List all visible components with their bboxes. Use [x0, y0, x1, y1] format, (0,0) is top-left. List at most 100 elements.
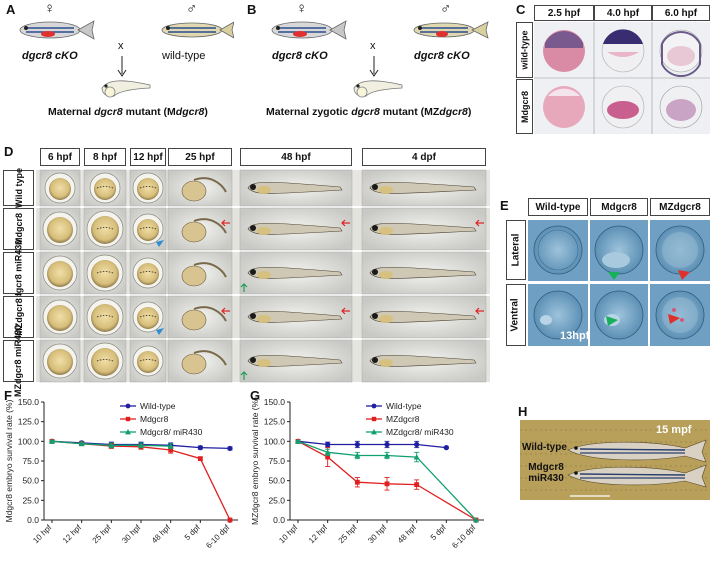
- x-tick-label: 48 hpf: [150, 523, 173, 546]
- embryo-image: [39, 339, 81, 383]
- adult-fish-photo: [520, 420, 710, 500]
- embryo-image: [129, 207, 167, 251]
- legend-marker: [371, 429, 377, 435]
- embryo-image: [659, 85, 703, 129]
- embryo-image: [83, 169, 127, 207]
- x-tick-label: 10 hpf: [277, 523, 300, 546]
- embryo-image: [594, 225, 644, 275]
- panel-letter-h: H: [518, 404, 528, 419]
- panel-letter-f: F: [4, 388, 12, 403]
- data-point: [384, 452, 390, 458]
- x-tick-label: 25 hpf: [91, 523, 114, 546]
- embryo-image: [361, 207, 487, 251]
- y-tick-label: 75.0: [22, 456, 39, 466]
- data-point: [354, 441, 360, 448]
- embryo-image: [167, 251, 233, 295]
- embryo-image: [601, 29, 645, 73]
- legend-marker: [371, 416, 377, 422]
- female-fish-icon: [271, 20, 347, 40]
- y-tick-label: 125.0: [18, 417, 40, 427]
- col-header: 2.5 hpf: [534, 5, 594, 21]
- embryo-image: [543, 30, 585, 72]
- series-line: [297, 440, 447, 449]
- data-point: [414, 441, 420, 448]
- embryo-13hpf-grid: [528, 220, 710, 346]
- legend-label: Wild-type: [386, 401, 422, 411]
- embryo-image: [543, 86, 585, 128]
- embryo-image: [239, 169, 353, 207]
- fish-label-bottom: Mdgcr8 miR430: [528, 462, 564, 484]
- larva-icon: [101, 80, 151, 98]
- row-label: Wild type: [3, 168, 34, 208]
- embryo-image: [167, 295, 233, 339]
- embryo-image: [167, 339, 233, 383]
- data-point: [168, 447, 174, 453]
- embryo-image: [83, 207, 127, 251]
- embryo-image: [361, 169, 487, 207]
- cross-right-label: wild-type: [162, 50, 206, 62]
- embryo-image: [39, 251, 81, 295]
- col-header: Mdgcr8: [590, 198, 648, 216]
- y-tick-label: 0.0: [27, 515, 39, 525]
- cross-right-label: dgcr8 cKO: [414, 50, 470, 62]
- embryo-image: [361, 295, 487, 339]
- legend-label: MZdgcr8: [386, 414, 420, 424]
- embryo-image: [655, 225, 705, 275]
- x-tick-label: 10 hpf: [31, 523, 54, 546]
- row-label: wild-type: [516, 22, 533, 78]
- row-label: MZdgcr8: [3, 296, 34, 338]
- embryo-image: [239, 339, 353, 383]
- red-arrowhead-icon: [678, 270, 690, 280]
- embryo-image: [533, 290, 583, 340]
- legend-label: Mdgcr8: [140, 414, 169, 424]
- data-point: [295, 438, 301, 444]
- embryo-image: [167, 207, 233, 251]
- x-tick-label: 30 hpf: [366, 523, 389, 546]
- embryo-image: [39, 207, 81, 251]
- row-label: Mdgcr8 miR430: [3, 240, 34, 306]
- x-tick-label: 5 dpf: [429, 523, 448, 542]
- embryo-image: [129, 169, 167, 207]
- male-symbol: ♂: [186, 0, 198, 17]
- y-tick-label: 150.0: [18, 397, 40, 407]
- cross-symbol: x: [370, 40, 376, 52]
- embryo-image: [239, 251, 353, 295]
- embryo-image: [129, 295, 167, 339]
- chart-f: 0.0 25.0 50.0 75.0 100.0 125.0 150.0 10 hpf 12 h…: [4, 397, 238, 551]
- male-symbol: ♂: [440, 0, 452, 17]
- col-header: 25 hpf: [168, 148, 232, 166]
- row-label: Mdgcr8: [516, 79, 533, 134]
- data-point: [414, 482, 420, 487]
- embryo-image: [129, 251, 167, 295]
- red-arrow-icon: [475, 219, 484, 227]
- data-point: [197, 445, 203, 451]
- x-tick-label: 25 hpf: [337, 523, 360, 546]
- x-tick-label: 12 hpf: [307, 523, 330, 546]
- y-axis-label: Mdgcr8 embryo survival rate (%): [4, 399, 14, 522]
- x-tick-label: 6-10 dpf: [204, 523, 232, 551]
- red-arrow-icon: [341, 219, 350, 227]
- embryo-image: [655, 290, 705, 340]
- series-line: [297, 440, 477, 521]
- legend-label: MZdgcr8/ miR430: [386, 427, 454, 437]
- row-label: Lateral: [506, 220, 526, 280]
- green-arrowhead-icon: [608, 272, 620, 280]
- legend-marker: [125, 429, 131, 435]
- larva-icon: [353, 80, 403, 98]
- red-arrowhead-icon: [668, 314, 680, 324]
- embryo-image: [39, 169, 81, 207]
- data-point: [49, 438, 55, 444]
- red-arrow-icon: [221, 307, 230, 315]
- row-label: MZdgcr8 miR430: [3, 325, 34, 397]
- y-tick-label: 75.0: [268, 456, 285, 466]
- green-arrow-icon: [240, 371, 248, 380]
- col-header: 8 hpf: [84, 148, 126, 166]
- embryo-image: [167, 169, 233, 207]
- data-point: [227, 445, 233, 452]
- x-tick-label: 6-10 dpf: [450, 523, 478, 551]
- red-arrow-icon: [475, 307, 484, 315]
- x-tick-label: 5 dpf: [183, 523, 202, 542]
- panel-letter-e: E: [500, 198, 509, 213]
- green-arrowhead-icon: [606, 316, 618, 326]
- blue-arrowhead-icon: [156, 328, 164, 335]
